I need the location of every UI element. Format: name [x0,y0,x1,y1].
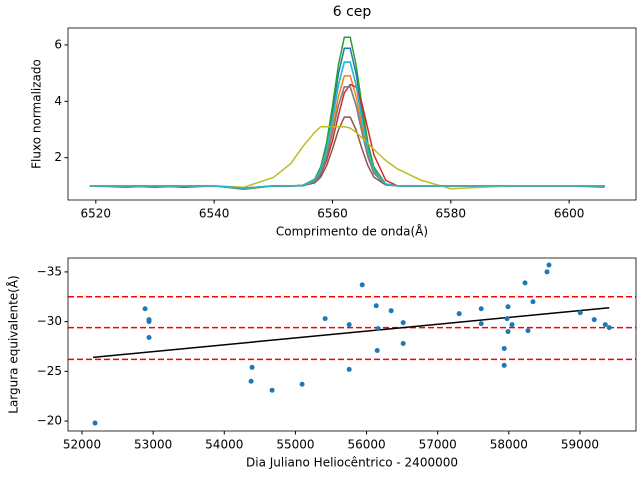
data-point [478,306,484,312]
y-tick-label: −20 [37,414,62,428]
trend-line [92,306,610,359]
spectrum-line [89,36,605,191]
y-tick-label: 4 [54,94,62,108]
x-tick-label: 52000 [63,438,101,452]
data-point [478,321,484,327]
x-tick-label: 53000 [134,438,172,452]
chart-title: 6 cep [333,4,372,20]
spectrum-line [89,75,605,190]
x-tick-label: 6540 [199,207,230,221]
x-tick-label: 6580 [436,207,467,221]
spectrum-line [89,47,605,190]
y-tick-label: 2 [54,150,62,164]
x-tick-label: 6560 [317,207,348,221]
data-point [522,280,528,286]
data-point [525,328,531,334]
data-point [346,366,352,372]
y-axis-label: Fluxo normalizado [30,59,44,169]
x-tick-label: 56000 [347,438,385,452]
spectrum-line [89,61,605,189]
data-point [373,303,379,309]
y-tick-label: −30 [37,314,62,328]
data-point [346,322,352,328]
y-axis-label: Largura equivalente(Å) [6,275,21,413]
data-point [400,341,406,347]
data-point [248,378,254,384]
data-point [505,304,511,310]
data-point [269,387,275,393]
x-axis-label: Dia Juliano Heliocêntrico - 2400000 [246,456,458,470]
x-tick-label: 57000 [419,438,457,452]
x-tick-label: 55000 [276,438,314,452]
data-point [142,306,148,312]
data-point [504,316,510,322]
spectrum-line [89,86,605,189]
x-tick-label: 6600 [554,207,585,221]
x-tick-label: 54000 [205,438,243,452]
x-tick-label: 58000 [490,438,528,452]
data-point [359,282,365,288]
data-point [501,362,507,368]
axes-frame [67,257,637,432]
data-point [509,322,515,328]
spectrum-line [89,125,605,190]
data-point [505,329,511,335]
x-axis-label: Comprimento de onda(Å) [276,224,428,239]
data-point [146,335,152,341]
data-point [322,316,328,322]
y-tick-label: −35 [37,264,62,278]
data-point [602,322,608,328]
data-point [591,317,597,323]
data-point [577,310,583,316]
spectrum-line [89,86,605,190]
y-tick-label: −25 [37,364,62,378]
data-point [456,311,462,317]
data-point [375,326,381,332]
data-point [388,308,394,314]
data-point [146,319,152,325]
data-point [501,345,507,351]
y-tick-label: 6 [54,37,62,51]
data-point [92,420,98,426]
spectrum-line [89,61,605,190]
data-point [249,364,255,370]
data-point [546,262,552,268]
x-tick-label: 59000 [561,438,599,452]
data-point [299,381,305,387]
data-point [374,347,380,353]
data-point [606,325,612,331]
x-tick-label: 6520 [81,207,112,221]
data-point [530,299,536,305]
data-point [400,320,406,326]
data-point [544,269,550,275]
spectrum-line [89,83,605,190]
axes-frame [67,27,637,201]
